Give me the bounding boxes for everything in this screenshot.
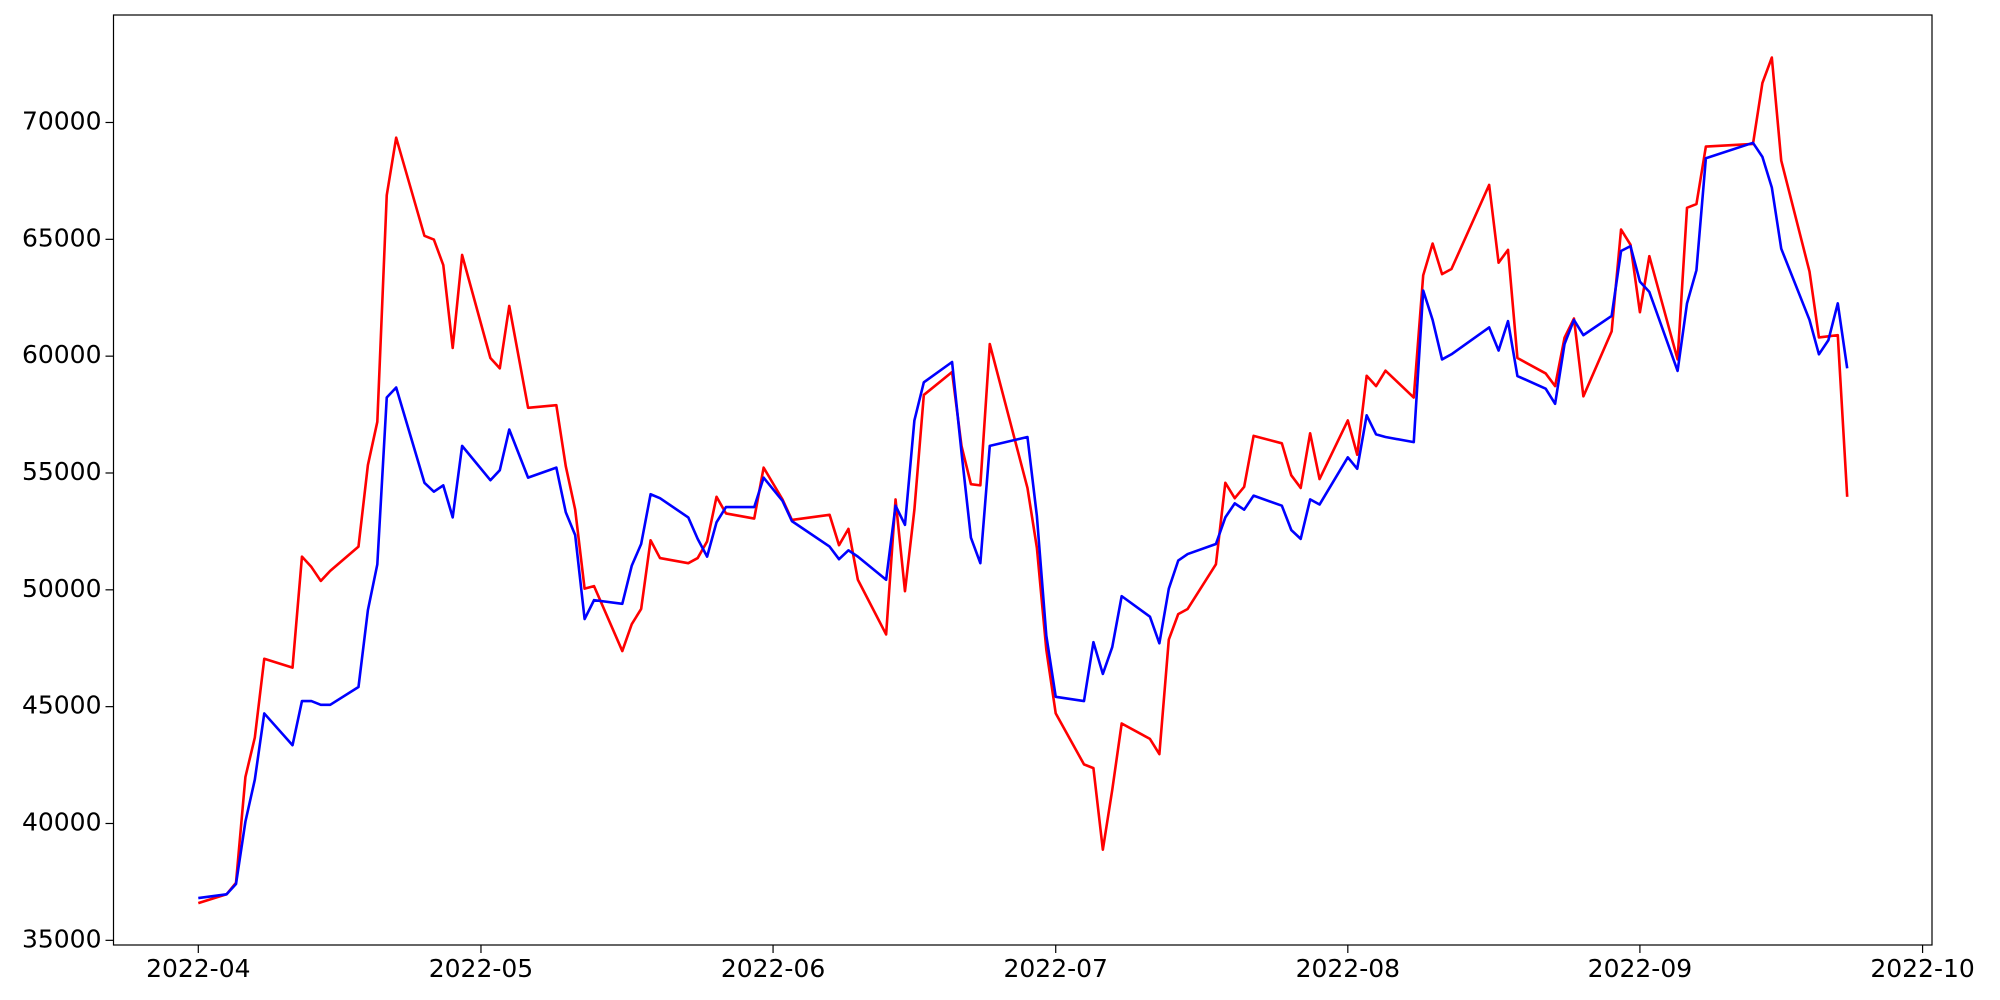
y-tick-label: 50000 [22,574,102,603]
line-series [197,56,1849,905]
x-tick-label: 2022-06 [721,954,825,983]
y-tick-label: 35000 [22,924,102,953]
y-tick-label: 60000 [22,340,102,369]
y-tick-label: 45000 [22,691,102,720]
x-tick-label: 2022-05 [429,954,533,983]
y-tick-label: 55000 [22,457,102,486]
y-tick-label: 40000 [22,807,102,836]
x-tick-label: 2022-07 [1003,954,1107,983]
x-tick-label: 2022-09 [1588,954,1692,983]
x-tick-label: 2022-04 [146,954,250,983]
x-tick-label: 2022-08 [1296,954,1400,983]
y-tick-label: 65000 [22,223,102,252]
line-series [198,141,1849,900]
y-tick-label: 70000 [22,106,102,135]
x-tick-label: 2022-10 [1870,954,1974,983]
plot-frame [112,14,1933,946]
